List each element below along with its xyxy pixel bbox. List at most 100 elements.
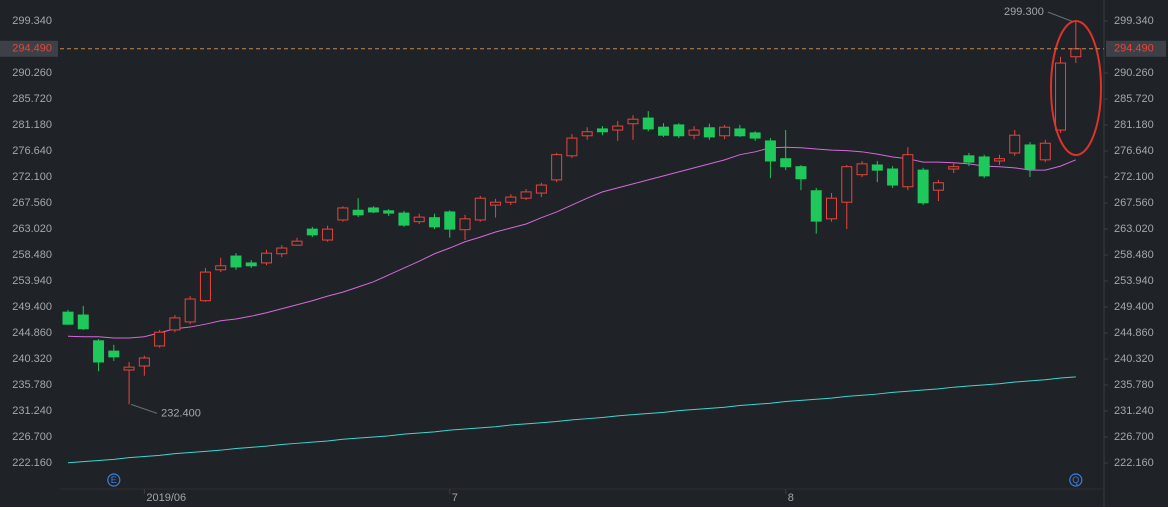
candle-body <box>581 131 593 137</box>
candle-body <box>810 190 822 222</box>
candle-body <box>856 163 868 176</box>
y-tick-label: 285.720 <box>12 93 52 105</box>
candle-body <box>688 129 700 136</box>
candle-body <box>749 132 761 139</box>
y-tick-label: 263.020 <box>12 223 52 235</box>
candle-body <box>642 117 654 130</box>
candle-body <box>902 154 914 188</box>
candle-body <box>826 197 837 220</box>
candle-body <box>199 271 211 302</box>
last-price-label: 294.490 <box>12 43 52 55</box>
candle-body <box>108 350 120 358</box>
candle-body <box>459 218 471 231</box>
y-tick-label: 290.260 <box>12 67 52 79</box>
candle-body <box>948 166 960 170</box>
y-tick-label-right: 276.640 <box>1114 145 1154 157</box>
candle-body <box>261 252 273 264</box>
candle-body <box>337 207 349 221</box>
event-icon <box>107 473 121 487</box>
candle-body <box>963 155 975 163</box>
min-connector <box>130 403 158 414</box>
x-tick-label: 8 <box>788 492 794 504</box>
candle-body <box>871 164 883 171</box>
candle-body <box>978 156 990 177</box>
candle-body <box>490 201 502 206</box>
y-tick-label: 226.700 <box>12 431 52 443</box>
candle-body <box>77 314 89 330</box>
y-tick-label: 253.940 <box>12 275 52 287</box>
candle-body <box>138 357 150 367</box>
y-tick-label: 222.160 <box>12 457 52 469</box>
candle-body <box>367 207 379 213</box>
candle-body <box>123 366 135 371</box>
y-tick-label-right: 244.860 <box>1114 327 1154 339</box>
candle-body <box>795 166 807 180</box>
candle-body <box>841 166 853 203</box>
y-tick-label: 281.180 <box>12 119 52 131</box>
y-tick-label: 231.240 <box>12 405 52 417</box>
candle-body <box>93 340 105 363</box>
y-tick-label-right: 267.560 <box>1114 197 1154 209</box>
candle-body <box>169 317 181 331</box>
candle-body <box>474 197 486 221</box>
candle-body <box>612 125 624 131</box>
ma-line <box>67 376 1076 464</box>
y-tick-label: 258.480 <box>12 249 52 261</box>
candle-body <box>596 128 608 133</box>
event-icon <box>1069 473 1083 487</box>
y-tick-label-right: 281.180 <box>1114 119 1154 131</box>
candle-body <box>719 126 731 137</box>
y-tick-label-right: 253.940 <box>1114 275 1154 287</box>
candle-body <box>398 212 410 226</box>
candle-body <box>322 228 334 241</box>
y-tick-label-right: 285.720 <box>1114 93 1154 105</box>
y-tick-label: 244.860 <box>12 327 52 339</box>
y-tick-label: 240.320 <box>12 353 52 365</box>
event-label: E <box>111 475 117 485</box>
candle-body <box>245 262 257 267</box>
candle-body <box>306 228 318 236</box>
candle-body <box>184 298 196 323</box>
highlight-ellipse <box>1050 20 1102 156</box>
y-tick-label: 249.400 <box>12 301 52 313</box>
y-tick-label-right: 272.100 <box>1114 171 1154 183</box>
y-tick-label-right: 299.340 <box>1114 15 1154 27</box>
candle-body <box>1039 142 1051 161</box>
candle-body <box>887 168 899 186</box>
y-tick-label: 272.100 <box>12 171 52 183</box>
candle-body <box>62 311 74 325</box>
candle-body <box>444 211 456 230</box>
x-tick-label: 2019/06 <box>146 492 186 504</box>
candle-body <box>352 209 364 216</box>
candle-body <box>1009 134 1021 154</box>
y-tick-label-right: 231.240 <box>1114 405 1154 417</box>
y-tick-label-right: 240.320 <box>1114 353 1154 365</box>
candle-body <box>627 118 639 125</box>
y-tick-label: 299.340 <box>12 15 52 27</box>
candle-body <box>1070 48 1082 58</box>
candle-body <box>383 210 395 214</box>
y-tick-label: 276.640 <box>12 145 52 157</box>
candle-body <box>276 247 288 255</box>
candle-body <box>703 127 715 138</box>
y-tick-label-right: 263.020 <box>1114 223 1154 235</box>
x-tick-label: 7 <box>452 492 458 504</box>
last-price-box-right <box>1106 40 1166 57</box>
candle-body <box>658 126 670 136</box>
y-tick-label-right: 290.260 <box>1114 67 1154 79</box>
y-tick-label-right: 249.400 <box>1114 301 1154 313</box>
min-label: 232.400 <box>161 407 201 419</box>
event-label: Q <box>1072 475 1079 485</box>
y-tick-label-right: 258.480 <box>1114 249 1154 261</box>
candle-body <box>291 240 303 246</box>
max-connector <box>1047 11 1072 22</box>
y-tick-label: 267.560 <box>12 197 52 209</box>
candle-body <box>215 265 227 271</box>
candle-body <box>535 184 547 194</box>
candle-body <box>154 331 166 347</box>
candle-body <box>520 191 532 199</box>
last-price-label-right: 294.490 <box>1114 43 1154 55</box>
max-label: 299.300 <box>1004 6 1044 18</box>
